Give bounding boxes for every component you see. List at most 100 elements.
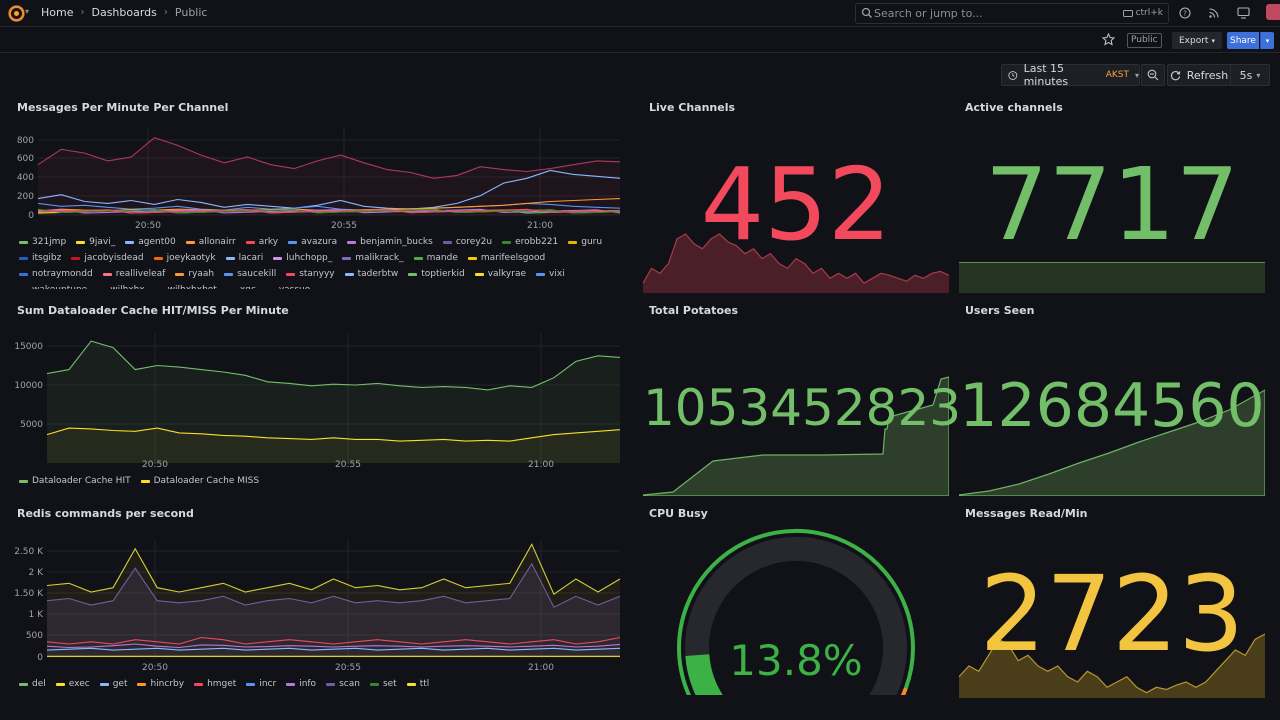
legend-item[interactable]: 321jmp: [19, 237, 66, 247]
rss-icon[interactable]: [1205, 4, 1223, 22]
legend-label: wakeuptune: [32, 285, 87, 289]
refresh-button[interactable]: Refresh: [1167, 64, 1231, 86]
legend-item[interactable]: incr: [246, 679, 276, 689]
legend-item[interactable]: joeykaotyk: [153, 253, 216, 263]
legend-item[interactable]: xqc: [226, 285, 256, 289]
series-line: [46, 427, 621, 442]
legend-item[interactable]: set: [369, 679, 397, 689]
dataloader-chart[interactable]: 15000 10000 5000 20:50 20:55 21:00: [0, 328, 630, 473]
y-tick-label: 5000: [20, 420, 43, 430]
legend-item[interactable]: stanyyy: [286, 269, 335, 279]
legend-item[interactable]: mande: [413, 253, 458, 263]
zoom-out-icon: [1147, 69, 1159, 81]
legend-item[interactable]: jacobyisdead: [71, 253, 144, 263]
legend-item[interactable]: malikrack_: [342, 253, 404, 263]
legend-label: corey2u: [455, 237, 493, 247]
legend-item[interactable]: avazura: [288, 237, 337, 247]
legend-item[interactable]: get: [99, 679, 128, 689]
legend-item[interactable]: wilhxhxbot: [154, 285, 217, 289]
legend-item[interactable]: marifeelsgood: [467, 253, 545, 263]
legend-item[interactable]: itsgibz: [19, 253, 61, 263]
legend-item[interactable]: luhchopp_: [273, 253, 332, 263]
legend-item[interactable]: Dataloader Cache MISS: [140, 476, 259, 486]
grafana-logo-icon[interactable]: [8, 5, 25, 22]
share-label: Share: [1230, 35, 1256, 46]
legend-item[interactable]: exec: [55, 679, 90, 689]
legend-swatch: [536, 272, 545, 276]
search-input[interactable]: Search or jump to... ctrl+k: [855, 3, 1169, 24]
active-channels-sparkline: [959, 262, 1265, 293]
legend-label: incr: [259, 679, 277, 689]
redis-chart[interactable]: 2.50 K 2 K 1.50 K 1 K 500 0 20:50 20:55 …: [0, 535, 630, 675]
menu-caret-icon[interactable]: ▾: [25, 7, 30, 16]
legend-label: vixi: [549, 269, 565, 279]
series-line: [37, 208, 621, 214]
legend-item[interactable]: wilhxhx: [97, 285, 145, 289]
legend-item[interactable]: vixi: [536, 269, 565, 279]
monitor-icon[interactable]: [1234, 4, 1252, 22]
export-button[interactable]: Export ▾: [1172, 32, 1222, 49]
legend-item[interactable]: realliveleaf: [102, 269, 165, 279]
gauge-threshold-orange: [900, 687, 908, 695]
x-axis: 20:50 20:55 21:00: [135, 221, 553, 231]
legend-item[interactable]: arky: [245, 237, 278, 247]
legend-item[interactable]: taderbtw: [344, 269, 399, 279]
help-icon[interactable]: ?: [1176, 4, 1194, 22]
legend-item[interactable]: saucekill: [224, 269, 276, 279]
legend-swatch: [442, 240, 452, 244]
legend-item[interactable]: yassuo: [265, 285, 310, 289]
legend-item[interactable]: hmget: [194, 679, 236, 689]
legend-item[interactable]: toptierkid: [408, 269, 465, 279]
breadcrumb-home[interactable]: Home: [41, 6, 74, 19]
legend-item[interactable]: erobb221: [502, 237, 558, 247]
legend-item[interactable]: corey2u: [442, 237, 493, 247]
share-button[interactable]: Share: [1227, 32, 1259, 49]
legend-swatch: [245, 240, 255, 244]
star-icon[interactable]: [1102, 33, 1115, 46]
series-line: [46, 647, 621, 651]
legend-label: erobb221: [515, 237, 559, 247]
series-line: [46, 643, 621, 649]
legend-item[interactable]: ttl: [406, 679, 429, 689]
legend-item[interactable]: guru: [568, 237, 602, 247]
legend-item[interactable]: notraymondd: [19, 269, 93, 279]
y-axis: 800 600 400 200 0: [17, 136, 34, 221]
legend-item[interactable]: 9javi_: [76, 237, 115, 247]
legend-item[interactable]: Dataloader Cache HIT: [19, 476, 131, 486]
legend-item[interactable]: benjamin_bucks: [347, 237, 433, 247]
legend-swatch: [246, 682, 256, 686]
refresh-interval-picker[interactable]: 5s ▾: [1231, 64, 1270, 86]
x-tick-label: 21:00: [528, 663, 554, 673]
messages-per-minute-chart[interactable]: 800 600 400 200 0 20:50 20:55 21:00: [0, 118, 630, 232]
series-area: [47, 563, 620, 657]
legend-item[interactable]: ryaah: [175, 269, 214, 279]
legend-item[interactable]: scan: [326, 679, 360, 689]
legend-label: info: [299, 679, 317, 689]
legend-item[interactable]: hincrby: [137, 679, 184, 689]
cpu-busy-gauge: [676, 528, 915, 695]
users-seen-sparkline: [959, 389, 1265, 496]
x-tick-label: 20:50: [142, 460, 168, 470]
legend-item[interactable]: del: [19, 679, 46, 689]
avatar[interactable]: [1266, 4, 1280, 20]
legend-swatch: [226, 288, 236, 289]
keyboard-icon: [1122, 9, 1133, 17]
x-axis: 20:50 20:55 21:00: [142, 460, 554, 470]
y-tick-label: 400: [17, 173, 34, 183]
legend-item[interactable]: lacari: [225, 253, 263, 263]
legend-item[interactable]: info: [286, 679, 316, 689]
legend-item[interactable]: valkyrae: [474, 269, 526, 279]
legend-item[interactable]: agent00: [125, 237, 176, 247]
legend-swatch: [140, 479, 150, 483]
top-bar: ▾ Home › Dashboards › Public Search or j…: [0, 0, 1280, 27]
legend-label: taderbtw: [357, 269, 399, 279]
legend-item[interactable]: wakeuptune: [19, 285, 87, 289]
legend-swatch: [413, 256, 423, 260]
zoom-out-button[interactable]: [1141, 64, 1165, 86]
legend-label: get: [112, 679, 128, 689]
breadcrumb-dashboards[interactable]: Dashboards: [91, 6, 157, 19]
time-range-picker[interactable]: Last 15 minutes AKST ▾: [1001, 62, 1140, 88]
share-dropdown-button[interactable]: ▾: [1260, 32, 1274, 49]
legend-item[interactable]: allonairr: [185, 237, 236, 247]
legend-swatch: [273, 256, 283, 260]
